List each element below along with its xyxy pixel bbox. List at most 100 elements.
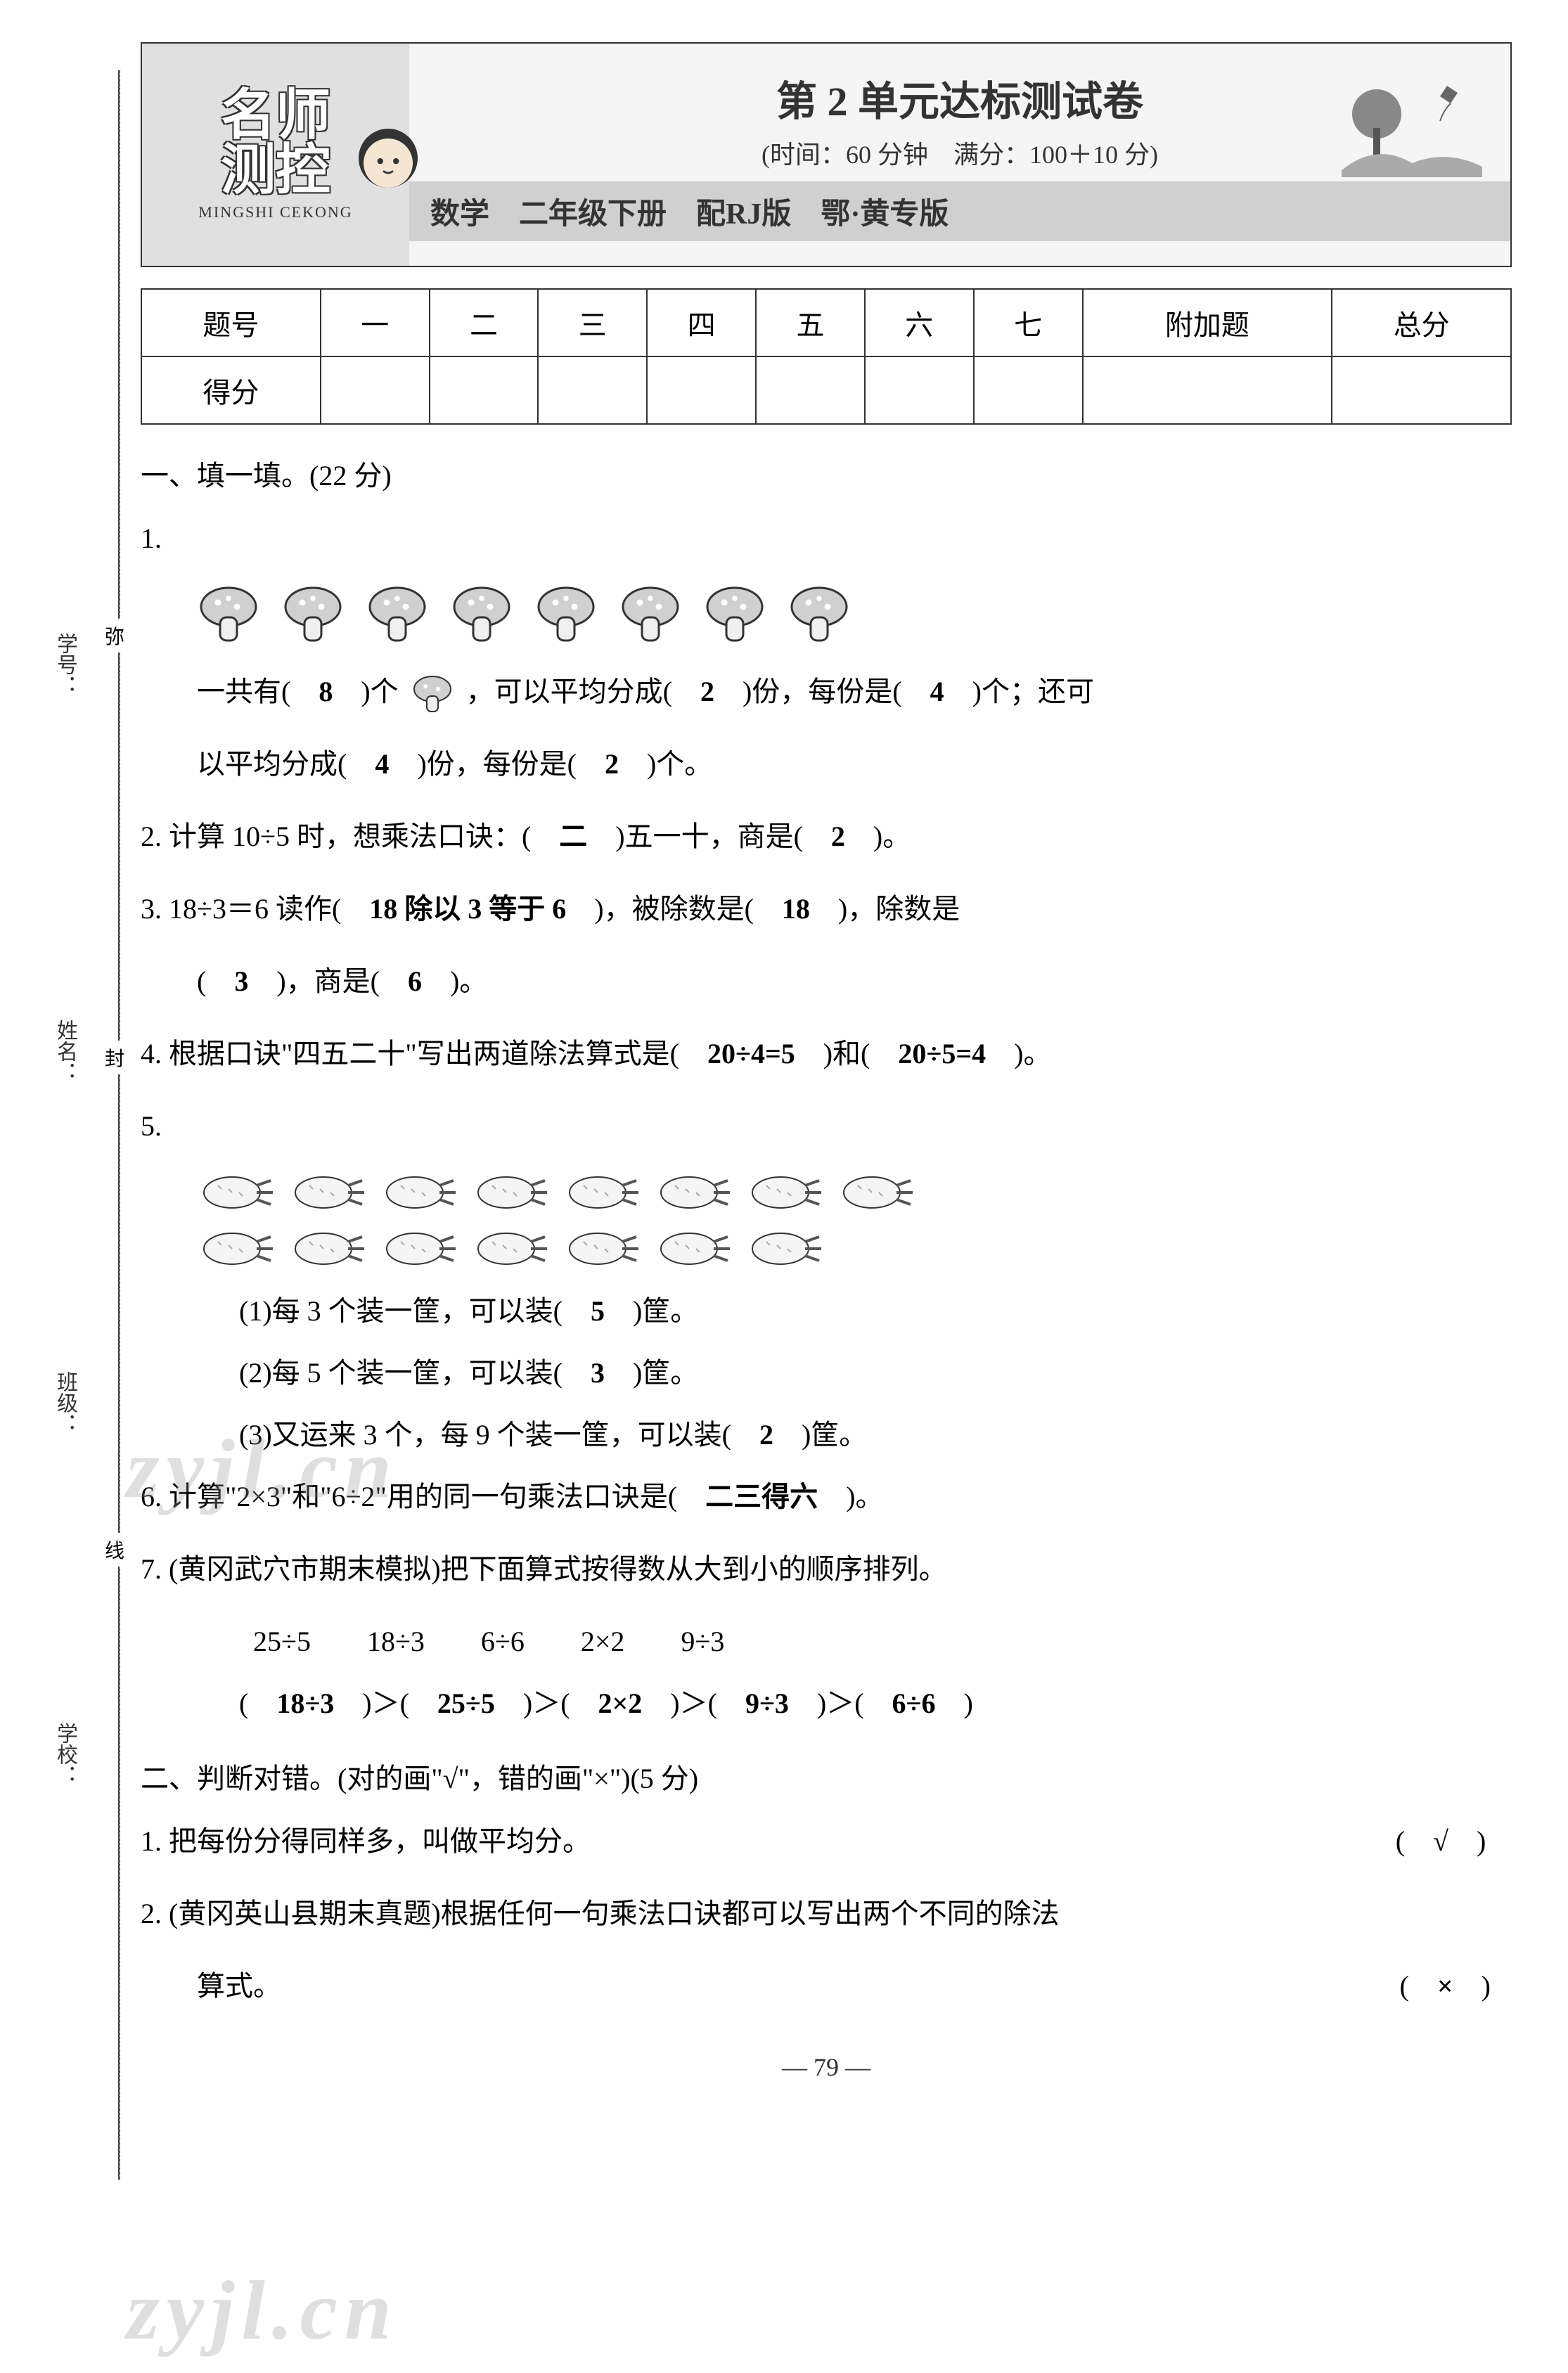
q3-ans3: 3	[234, 965, 248, 997]
mushroom-icon	[197, 584, 260, 647]
score-cell-total[interactable]	[1332, 356, 1511, 424]
mushroom-icon-inline	[411, 674, 454, 716]
sidebar-label-xingming: 姓名：	[49, 1020, 80, 1083]
tree-kite-icon	[1342, 72, 1482, 177]
carrot-icon	[563, 1224, 640, 1273]
mushroom-icon	[534, 584, 598, 647]
logo-line2: 测控	[221, 143, 330, 198]
q7-line1: 7. (黄冈武穴市期末模拟)把下面算式按得数从大到小的顺序排列。	[141, 1538, 1512, 1600]
q1-ans2: 2	[700, 676, 714, 707]
q5-sub1: (1)每 3 个装一筐，可以装( 5 )筐。	[141, 1280, 1512, 1342]
q5: 5.	[141, 1095, 1512, 1157]
carrot-icon	[654, 1168, 731, 1217]
q6-ans1: 二三得六	[705, 1481, 818, 1512]
carrot-row-1	[141, 1168, 1512, 1217]
fold-label-xian: 线	[102, 1533, 127, 1567]
section2-title: 二、判断对错。(对的画"√"，错的画"×")(5 分)	[141, 1756, 1512, 1796]
version-label: 二年级下册 配RJ版 鄂·黄专版	[519, 198, 949, 231]
page-content: 名师 测控 MINGSHI CEKONG 第 2 单元达标测试卷 (时间：60 …	[0, 0, 1568, 2124]
col-5: 五	[756, 289, 865, 356]
score-header-row: 题号 一 二 三 四 五 六 七 附加题 总分	[141, 289, 1511, 356]
q7-expressions: 25÷5 18÷3 6÷6 2×2 9÷3	[141, 1611, 1512, 1673]
col-2: 二	[430, 289, 539, 356]
mushroom-row	[141, 584, 1512, 647]
mushroom-icon	[703, 584, 766, 647]
carrot-icon	[563, 1168, 640, 1217]
score-cell-1[interactable]	[321, 356, 430, 424]
fold-dotted-line	[118, 70, 120, 2180]
sidebar-label-xuexiao: 学校：	[49, 1723, 80, 1786]
carrot-icon	[471, 1224, 548, 1273]
carrot-icon	[197, 1224, 274, 1273]
fold-label-mi: 弥	[102, 619, 127, 652]
logo-box: 名师 测控 MINGSHI CEKONG	[142, 44, 409, 266]
section1-title: 一、填一填。(22 分)	[141, 453, 1512, 494]
q5-sub1-ans: 5	[591, 1295, 605, 1327]
q1-ans5: 2	[605, 748, 619, 780]
mushroom-icon	[450, 584, 513, 647]
fold-label-feng: 封	[102, 1041, 127, 1074]
row-defen: 得分	[141, 356, 321, 424]
sidebar-label-banji: 班级：	[49, 1371, 80, 1434]
carrot-icon	[745, 1168, 823, 1217]
q3-ans1: 18 除以 3 等于 6	[369, 893, 566, 925]
q1-ans1: 8	[319, 676, 333, 707]
q5-sub2-ans: 3	[591, 1357, 605, 1389]
col-6: 六	[865, 289, 974, 356]
col-total: 总分	[1332, 289, 1511, 356]
mushroom-icon	[281, 584, 345, 647]
q7-ans4: 9÷3	[745, 1687, 789, 1719]
q1-num: 1.	[141, 522, 162, 554]
sidebar-label-xuehao: 学号：	[49, 633, 80, 696]
q3-ans2: 18	[782, 893, 810, 925]
carrot-icon	[380, 1224, 457, 1273]
q5-sub3: (3)又运来 3 个，每 9 个装一筐，可以装( 2 )筐。	[141, 1404, 1512, 1466]
q3-line2: ( 3 )，商是( 6 )。	[141, 951, 1512, 1012]
header-content: 第 2 单元达标测试卷 (时间：60 分钟 满分：100＋10 分) 数学 二年…	[409, 44, 1510, 266]
carrot-row-2	[141, 1224, 1512, 1273]
s2-q1: 1. 把每份分得同样多，叫做平均分。 ( √ )	[141, 1811, 1512, 1872]
mushroom-icon	[366, 584, 429, 647]
q2-ans1: 二	[559, 821, 587, 852]
version-bar: 数学 二年级下册 配RJ版 鄂·黄专版	[409, 181, 1510, 241]
col-extra: 附加题	[1083, 289, 1332, 356]
score-cell-5[interactable]	[756, 356, 865, 424]
q5-sub3-ans: 2	[759, 1419, 773, 1451]
score-cell-7[interactable]	[974, 356, 1083, 424]
q7-ans1: 18÷3	[276, 1687, 334, 1719]
q3: 3. 18÷3＝6 读作( 18 除以 3 等于 6 )，被除数是( 18 )，…	[141, 878, 1512, 940]
q5-num: 5.	[141, 1110, 162, 1142]
q7-ans2: 25÷5	[437, 1687, 495, 1719]
q1-ans4: 4	[375, 748, 389, 780]
score-cell-6[interactable]	[865, 356, 974, 424]
exam-header: 名师 测控 MINGSHI CEKONG 第 2 单元达标测试卷 (时间：60 …	[141, 42, 1512, 267]
q3-ans4: 6	[408, 965, 422, 997]
score-table: 题号 一 二 三 四 五 六 七 附加题 总分 得分	[141, 288, 1512, 425]
q1-text-line2: 以平均分成( 4 )份，每份是( 2 )个。	[141, 733, 1512, 795]
col-tihao: 题号	[141, 289, 321, 356]
col-3: 三	[538, 289, 647, 356]
s2-q2-line1: 2. (黄冈英山县期末真题)根据任何一句乘法口诀都可以写出两个不同的除法	[141, 1883, 1512, 1945]
score-value-row: 得分	[141, 356, 1511, 424]
score-cell-3[interactable]	[538, 356, 647, 424]
score-cell-4[interactable]	[647, 356, 756, 424]
s2-q2-mark: ( × )	[1400, 1955, 1491, 2017]
score-cell-extra[interactable]	[1083, 356, 1332, 424]
exam-subtitle: (时间：60 分钟 满分：100＋10 分)	[761, 134, 1158, 171]
q4-ans1: 20÷4=5	[707, 1038, 795, 1069]
col-1: 一	[321, 289, 430, 356]
q7-ans5: 6÷6	[892, 1687, 936, 1719]
carrot-icon	[745, 1224, 823, 1273]
q7-ans3: 2×2	[598, 1687, 643, 1719]
page-number: — 79 —	[141, 2052, 1512, 2082]
mushroom-icon	[619, 584, 682, 647]
q1: 1.	[141, 508, 1512, 570]
carrot-icon	[837, 1168, 914, 1217]
q6: 6. 计算"2×3"和"6÷2"用的同一句乘法口诀是( 二三得六 )。	[141, 1466, 1512, 1528]
score-cell-2[interactable]	[430, 356, 539, 424]
q1-ans3: 4	[930, 676, 944, 707]
watermark-2: zyjl.cn	[127, 2262, 399, 2359]
q7-answers: ( 18÷3 )＞( 25÷5 )＞( 2×2 )＞( 9÷3 )＞( 6÷6 …	[141, 1673, 1512, 1735]
mushroom-icon	[788, 584, 851, 647]
carrot-icon	[471, 1168, 548, 1217]
